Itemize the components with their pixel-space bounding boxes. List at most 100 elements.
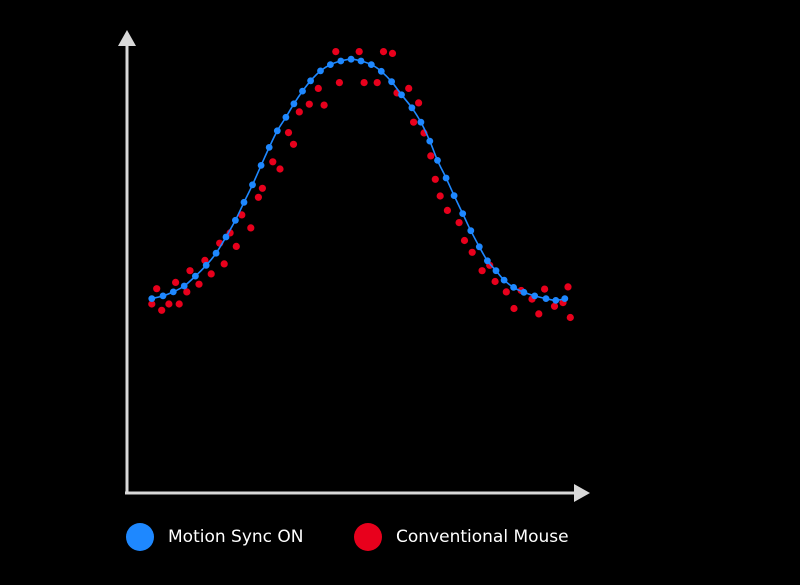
data-point-conventional-mouse — [258, 184, 266, 192]
data-point-conventional-mouse — [165, 300, 173, 308]
data-point-conventional-mouse — [491, 277, 499, 286]
data-point-motion-sync-on — [552, 297, 560, 304]
plot-area — [148, 48, 574, 322]
data-point-conventional-mouse — [443, 206, 451, 214]
data-point-conventional-mouse — [289, 140, 298, 148]
y-axis-arrow — [118, 30, 136, 46]
data-point-motion-sync-on — [459, 210, 467, 218]
data-point-conventional-mouse — [269, 158, 277, 166]
data-point-motion-sync-on — [290, 100, 298, 108]
data-point-conventional-mouse — [220, 260, 228, 268]
data-point-conventional-mouse — [247, 224, 255, 232]
data-point-motion-sync-on — [232, 216, 239, 224]
data-point-motion-sync-on — [500, 276, 508, 284]
data-point-motion-sync-on — [307, 77, 314, 85]
data-point-conventional-mouse — [550, 302, 559, 310]
data-point-conventional-mouse — [320, 101, 328, 109]
data-point-conventional-mouse — [183, 288, 191, 296]
legend: Motion Sync ON Conventional Mouse — [126, 523, 569, 551]
data-point-motion-sync-on — [510, 284, 517, 291]
axes — [118, 30, 590, 502]
data-point-motion-sync-on — [426, 137, 434, 145]
data-point-conventional-mouse — [405, 84, 413, 92]
data-point-conventional-mouse — [195, 280, 203, 288]
data-point-conventional-mouse — [305, 100, 313, 108]
data-point-conventional-mouse — [153, 285, 161, 293]
series-line-motion-sync-on — [151, 58, 565, 302]
data-point-motion-sync-on — [337, 57, 345, 65]
data-point-conventional-mouse — [148, 300, 156, 308]
data-point-motion-sync-on — [299, 87, 306, 95]
data-point-motion-sync-on — [169, 288, 177, 296]
data-point-motion-sync-on — [377, 67, 385, 75]
data-point-motion-sync-on — [192, 272, 199, 280]
data-point-conventional-mouse — [379, 48, 388, 56]
data-point-motion-sync-on — [398, 91, 405, 99]
data-point-conventional-mouse — [232, 242, 240, 250]
data-point-motion-sync-on — [388, 78, 395, 86]
data-point-motion-sync-on — [542, 295, 550, 302]
data-point-conventional-mouse — [564, 283, 572, 291]
data-point-motion-sync-on — [484, 257, 491, 265]
data-point-conventional-mouse — [254, 193, 262, 201]
data-point-conventional-mouse — [295, 108, 303, 116]
data-point-conventional-mouse — [502, 288, 510, 296]
data-point-conventional-mouse — [284, 129, 293, 137]
data-point-motion-sync-on — [434, 157, 441, 164]
data-point-conventional-mouse — [158, 306, 166, 314]
data-point-conventional-mouse — [186, 267, 194, 275]
data-point-motion-sync-on — [467, 227, 475, 235]
data-point-conventional-mouse — [276, 165, 284, 173]
data-point-motion-sync-on — [357, 57, 365, 65]
data-point-conventional-mouse — [541, 285, 549, 293]
data-point-conventional-mouse — [468, 248, 476, 256]
data-point-motion-sync-on — [475, 243, 483, 251]
data-point-conventional-mouse — [478, 267, 486, 275]
data-point-motion-sync-on — [317, 67, 324, 75]
data-point-conventional-mouse — [388, 49, 397, 58]
data-point-conventional-mouse — [314, 84, 322, 92]
data-point-conventional-mouse — [415, 99, 423, 107]
data-point-motion-sync-on — [180, 282, 188, 290]
data-point-conventional-mouse — [175, 300, 183, 308]
data-point-conventional-mouse — [510, 304, 518, 313]
data-point-conventional-mouse — [172, 278, 180, 286]
data-point-motion-sync-on — [282, 113, 290, 121]
data-point-motion-sync-on — [222, 233, 230, 241]
data-point-motion-sync-on — [327, 61, 334, 68]
data-point-conventional-mouse — [566, 313, 574, 322]
data-point-motion-sync-on — [202, 261, 210, 269]
data-point-conventional-mouse — [355, 48, 363, 56]
data-point-motion-sync-on — [257, 162, 265, 169]
data-point-motion-sync-on — [417, 118, 425, 126]
data-point-motion-sync-on — [520, 288, 528, 296]
data-point-motion-sync-on — [273, 127, 281, 135]
data-point-conventional-mouse — [535, 310, 543, 318]
data-point-motion-sync-on — [265, 144, 273, 151]
legend-swatch-conventional — [354, 523, 382, 551]
data-point-motion-sync-on — [148, 295, 156, 302]
legend-label-motion-sync: Motion Sync ON — [168, 527, 304, 547]
data-point-motion-sync-on — [367, 61, 375, 68]
data-point-motion-sync-on — [450, 192, 458, 200]
data-point-conventional-mouse — [460, 236, 469, 245]
data-point-conventional-mouse — [332, 48, 340, 56]
data-point-motion-sync-on — [531, 292, 539, 300]
data-point-conventional-mouse — [427, 152, 435, 160]
data-point-motion-sync-on — [442, 174, 450, 182]
data-point-motion-sync-on — [492, 267, 500, 275]
data-point-conventional-mouse — [436, 192, 444, 200]
data-point-conventional-mouse — [431, 175, 439, 183]
data-point-motion-sync-on — [159, 292, 167, 300]
data-point-motion-sync-on — [249, 181, 256, 189]
data-point-motion-sync-on — [408, 104, 416, 112]
data-point-motion-sync-on — [561, 295, 569, 302]
data-point-conventional-mouse — [373, 79, 381, 87]
legend-swatch-motion-sync — [126, 523, 154, 551]
data-point-motion-sync-on — [240, 198, 248, 206]
data-point-conventional-mouse — [360, 79, 368, 87]
legend-label-conventional: Conventional Mouse — [396, 527, 569, 547]
data-point-conventional-mouse — [207, 270, 215, 278]
data-point-conventional-mouse — [410, 118, 418, 126]
